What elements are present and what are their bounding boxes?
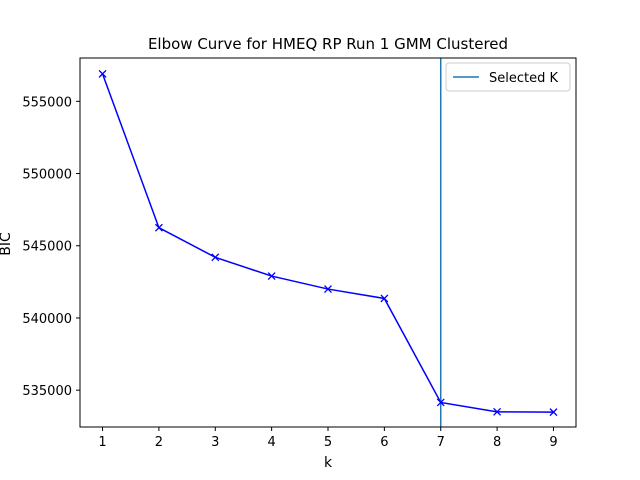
y-tick-label: 540000 — [22, 312, 72, 327]
x-tick-label: 9 — [549, 435, 557, 450]
data-point — [436, 398, 445, 407]
chart-title: Elbow Curve for HMEQ RP Run 1 GMM Cluste… — [148, 35, 508, 53]
data-point — [211, 253, 220, 262]
x-tick-label: 8 — [493, 435, 501, 450]
data-point — [549, 408, 558, 417]
y-axis-ticks: 535000 540000 545000 550000 555000 — [22, 95, 80, 399]
series-line — [101, 73, 554, 413]
x-tick-label: 4 — [267, 435, 275, 450]
y-tick-label: 545000 — [22, 240, 72, 255]
x-tick-label: 5 — [324, 435, 332, 450]
x-tick-label: 3 — [211, 435, 219, 450]
data-point — [98, 69, 107, 78]
data-point — [493, 407, 502, 416]
x-tick-label: 6 — [380, 435, 388, 450]
data-point — [324, 285, 332, 294]
legend-label-selected-k: Selected K — [489, 71, 558, 86]
x-axis-label: k — [324, 455, 333, 471]
x-tick-label: 7 — [437, 435, 445, 450]
x-tick-label: 1 — [98, 435, 106, 450]
plot-marks — [98, 58, 558, 427]
data-point — [380, 294, 389, 303]
legend-box — [445, 62, 571, 92]
y-axis-label: BIC — [0, 232, 14, 256]
data-point — [267, 272, 276, 281]
x-axis-ticks: 1 2 3 4 5 6 7 8 9 — [98, 427, 558, 450]
y-tick-label: 535000 — [22, 384, 72, 399]
y-tick-label: 555000 — [22, 95, 72, 110]
y-tick-label: 550000 — [22, 168, 72, 183]
x-tick-label: 2 — [155, 435, 163, 450]
plot-frame — [79, 57, 577, 428]
legend: Selected K — [445, 62, 571, 92]
data-point — [154, 223, 163, 232]
